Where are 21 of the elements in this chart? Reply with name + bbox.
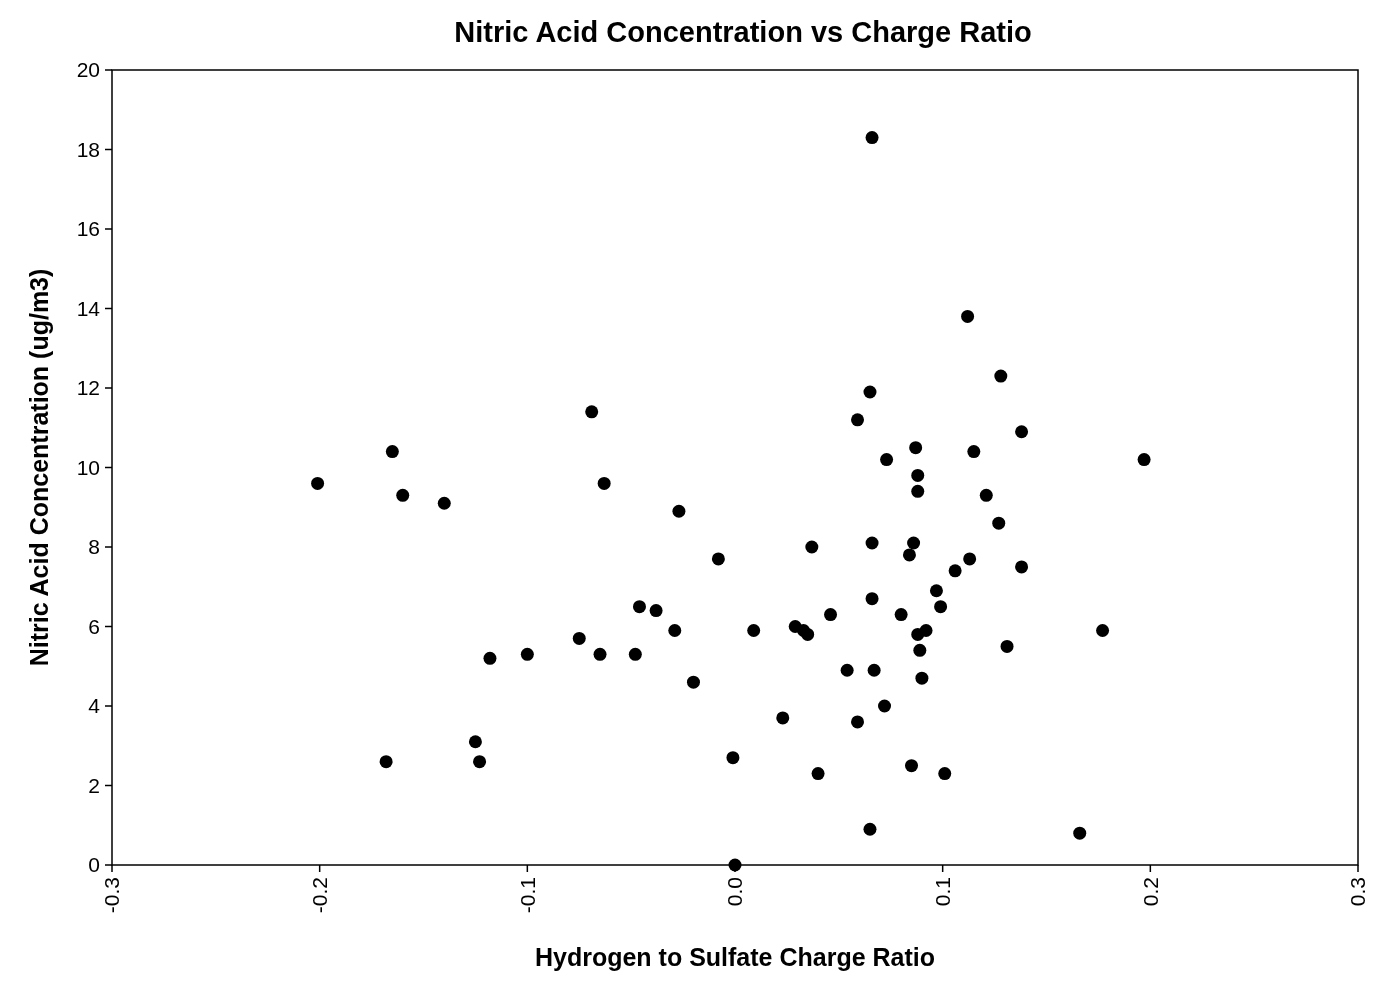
y-tick-label: 16 [76,217,100,241]
y-tick-label: 6 [88,614,100,638]
y-tick-label: 8 [88,535,100,559]
x-tick-label: -0.2 [308,877,332,914]
y-tick-label: 20 [76,58,100,82]
y-tick-label: 2 [88,773,100,797]
x-tick-label: -0.3 [100,877,124,914]
x-tick-label: 0.0 [723,877,747,907]
y-tick-label: 4 [88,694,101,718]
y-tick-label: 0 [88,853,100,877]
x-tick-label: 0.3 [1346,877,1370,907]
y-axis-title: Nitric Acid Concentration (ug/m3) [25,268,53,667]
y-tick-label: 14 [76,296,101,320]
x-tick-label: 0.1 [931,877,955,907]
chart-title: Nitric Acid Concentration vs Charge Ratio [454,16,1032,48]
y-tick-label: 18 [76,137,100,161]
y-tick-label: 10 [76,455,100,479]
x-tick-label: 0.2 [1138,877,1162,907]
x-tick-label: -0.1 [515,877,539,914]
y-tick-label: 12 [76,376,100,400]
x-axis-title: Hydrogen to Sulfate Charge Ratio [534,943,936,971]
